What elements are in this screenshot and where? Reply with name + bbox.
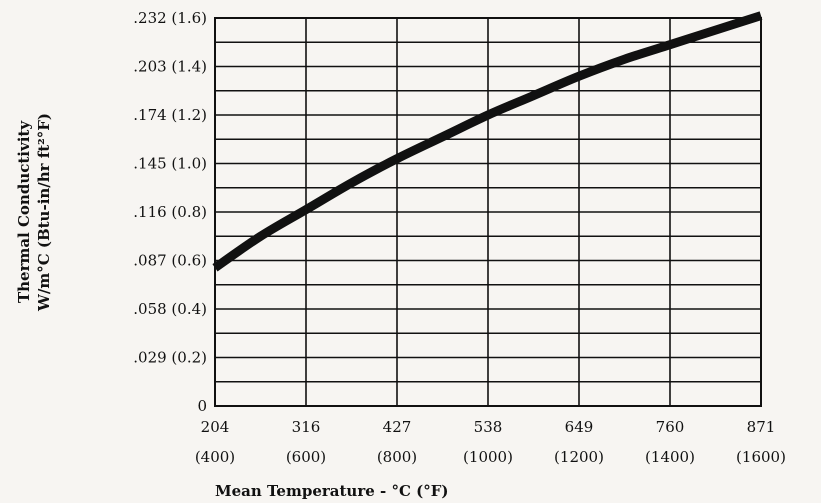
x-tick-label-celsius: 760 — [656, 418, 685, 436]
x-tick-label-celsius: 316 — [292, 418, 321, 436]
x-tick-label-celsius: 427 — [383, 418, 412, 436]
x-tick-label-fahrenheit: (1200) — [554, 448, 604, 466]
y-tick-label: .087 (0.6) — [133, 252, 207, 270]
plot-frame — [214, 17, 762, 407]
x-tick-label-fahrenheit: (1600) — [736, 448, 786, 466]
y-tick-label: 0 — [197, 397, 207, 415]
x-tick-label-fahrenheit: (400) — [195, 448, 235, 466]
y-tick-label: .145 (1.0) — [133, 155, 207, 173]
y-tick-label: .232 (1.6) — [133, 9, 207, 27]
series-line — [212, 11, 763, 272]
x-tick-label-fahrenheit: (800) — [377, 448, 417, 466]
series-group — [212, 11, 763, 272]
y-tick-label: .116 (0.8) — [133, 203, 207, 221]
x-axis-title: Mean Temperature - °C (°F) — [215, 482, 448, 500]
x-tick-label-celsius: 871 — [747, 418, 776, 436]
y-tick-label: .203 (1.4) — [133, 58, 207, 76]
y-tick-label: .058 (0.4) — [133, 300, 207, 318]
x-tick-label-fahrenheit: (1000) — [463, 448, 513, 466]
y-axis-title-line1: Thermal Conductivity — [15, 120, 33, 303]
x-tick-label-fahrenheit: (600) — [286, 448, 326, 466]
y-tick-label: .174 (1.2) — [133, 106, 207, 124]
y-axis-title-line2: W/m°C (Btu-in/hr ft²°F) — [35, 113, 53, 312]
x-tick-label-celsius: 204 — [201, 418, 230, 436]
x-tick-label-fahrenheit: (1400) — [645, 448, 695, 466]
x-tick-label-celsius: 649 — [565, 418, 594, 436]
y-tick-label: .029 (0.2) — [133, 349, 207, 367]
grid — [215, 18, 761, 406]
y-tick-labels: 0 .029 (0.2) .058 (0.4) .087 (0.6) .116 (0.8… — [133, 9, 207, 415]
x-tick-labels: 204 (400) 316 (600) 427 (800) 538 (1000) 649 (120… — [195, 418, 786, 466]
x-tick-label-celsius: 538 — [474, 418, 503, 436]
